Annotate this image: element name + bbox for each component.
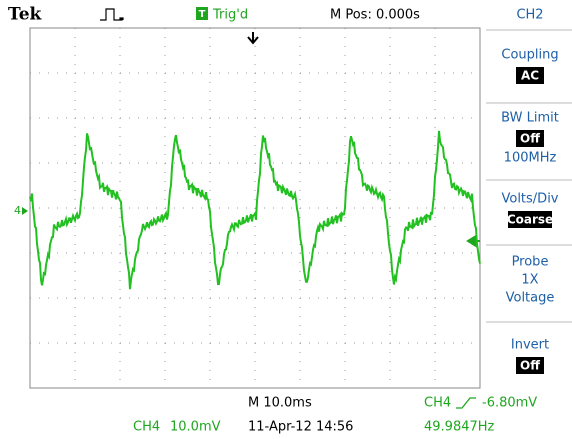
graticule <box>30 28 480 388</box>
trigger-position-marker <box>248 32 258 43</box>
frequency: 49.9847Hz <box>424 420 495 435</box>
menu-value[interactable]: AC <box>521 69 539 83</box>
menu-value[interactable]: Off <box>520 359 540 373</box>
menu-line: 1X <box>521 273 538 288</box>
menu-label[interactable]: BW Limit <box>501 111 559 126</box>
brand: Tek <box>8 5 43 25</box>
trigger-icon: T <box>199 9 206 20</box>
menu-label[interactable]: Invert <box>511 338 549 353</box>
menu-line: Voltage <box>506 291 555 306</box>
acquire-icon <box>100 9 123 20</box>
trigger-level: -6.80mV <box>482 396 537 411</box>
channel-marker: 4 <box>14 204 21 217</box>
scale-channel: CH4 <box>133 420 160 435</box>
horizontal-position: M Pos: 0.000s <box>330 8 420 23</box>
oscilloscope-screen: Tek T Trig'd M Pos: 0.000s CH2 4 Couplin… <box>0 0 572 439</box>
menu-value[interactable]: Off <box>520 132 540 146</box>
side-menu: Coupling AC BW Limit Off 100MHz Volts/Di… <box>486 30 572 374</box>
channel-marker-arrow <box>22 207 28 215</box>
menu-note: 100MHz <box>504 151 557 166</box>
timebase: M 10.0ms <box>248 396 312 411</box>
menu-label[interactable]: Volts/Div <box>501 192 558 207</box>
trigger-level-marker <box>468 236 480 246</box>
trigger-channel: CH4 <box>424 396 451 411</box>
date-time: 11-Apr-12 14:56 <box>248 420 353 435</box>
menu-channel: CH2 <box>516 8 543 23</box>
menu-value[interactable]: Coarse <box>507 213 553 227</box>
trigger-status: Trig'd <box>212 8 248 23</box>
vertical-scale: 10.0mV <box>170 420 221 435</box>
trigger-slope-icon <box>456 398 476 408</box>
menu-label[interactable]: Coupling <box>501 48 558 63</box>
menu-label[interactable]: Probe <box>512 255 549 270</box>
